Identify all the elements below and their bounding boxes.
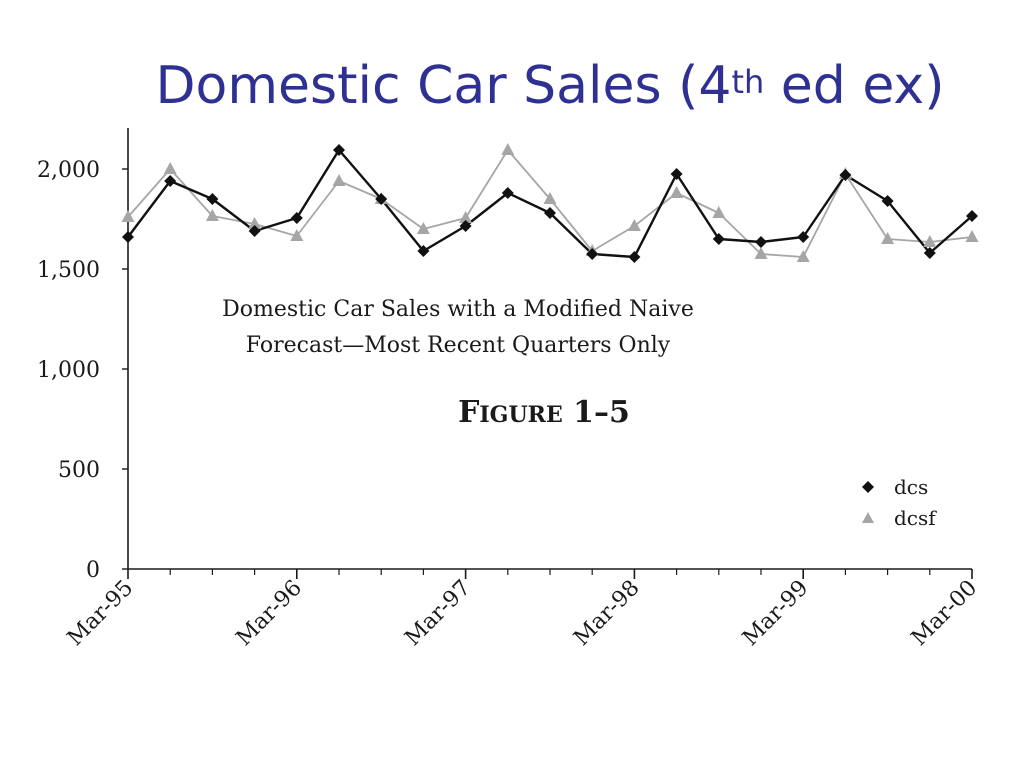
x-tick-label: Mar-99	[738, 576, 813, 651]
x-axis: Mar-95 Mar-96 Mar-97 Mar-98 Mar-99 Mar-00	[63, 568, 982, 651]
data-point-dcs	[755, 236, 767, 248]
y-axis: 0 500 1,000 1,500 2,000	[37, 128, 129, 583]
data-point-dcs	[122, 231, 134, 243]
data-point-dcsf	[163, 162, 177, 174]
data-point-dcs	[839, 169, 852, 181]
y-tick-label: 500	[58, 458, 100, 483]
data-point-dcs	[670, 168, 683, 180]
figure-label-f: F	[458, 395, 479, 430]
figure-label-number: 1–5	[563, 395, 630, 430]
data-point-dcsf	[501, 143, 515, 155]
chart-caption-line-2: Forecast—Most Recent Quarters Only	[246, 333, 671, 358]
data-point-dcsf	[543, 192, 557, 204]
data-point-dcs	[417, 245, 430, 257]
data-point-dcs	[966, 210, 978, 222]
legend-dcsf-marker	[862, 512, 874, 523]
data-point-dcsf	[754, 247, 768, 259]
data-point-dcsf	[881, 232, 895, 244]
data-point-dcsf	[923, 235, 937, 247]
data-point-dcsf	[627, 219, 641, 231]
y-tick-label: 1,500	[37, 258, 100, 283]
data-point-dcs	[797, 231, 810, 243]
data-point-dcsf	[712, 206, 726, 218]
x-tick-label: Mar-97	[400, 576, 475, 651]
data-point-dcs	[375, 193, 388, 205]
data-point-dcsf	[965, 230, 979, 242]
data-point-dcs	[206, 193, 219, 205]
legend-dcs-label: dcs	[894, 475, 928, 499]
slide-title: Domestic Car Sales (4th ed ex)	[0, 46, 1024, 126]
y-tick-label: 1,000	[37, 358, 100, 383]
data-point-dcs	[628, 251, 641, 263]
data-point-dcsf	[248, 217, 262, 229]
x-tick-label: Mar-96	[232, 576, 307, 651]
x-tick-label: Mar-98	[569, 576, 644, 651]
data-point-dcsf	[121, 210, 135, 222]
figure-label-igure: IGURE	[479, 402, 562, 428]
y-tick-label: 0	[86, 558, 100, 583]
slide-title-superscript: th	[731, 63, 765, 101]
data-point-dcs	[164, 175, 177, 187]
data-point-dcsf	[416, 222, 430, 234]
data-point-dcs	[501, 187, 514, 199]
legend-dcsf-label: dcsf	[894, 506, 937, 530]
legend: dcs dcsf	[862, 475, 937, 530]
data-point-dcs	[586, 248, 599, 260]
data-point-dcsf	[205, 209, 219, 221]
figure-label: FIGURE 1–5	[458, 395, 630, 430]
data-point-dcsf	[290, 229, 304, 241]
slide-title-main: Domestic Car Sales (4	[155, 56, 732, 116]
series-markers	[121, 143, 979, 263]
data-point-dcs	[459, 220, 472, 232]
data-point-dcs	[712, 233, 725, 245]
data-point-dcs	[923, 247, 936, 259]
y-tick-label: 2,000	[37, 158, 100, 183]
slide-title-end: ed ex)	[764, 56, 945, 116]
data-point-dcs	[544, 207, 556, 219]
x-tick-label: Mar-00	[907, 576, 982, 651]
data-point-dcs	[881, 195, 894, 207]
data-point-dcsf	[459, 211, 473, 223]
data-point-dcs	[248, 225, 261, 237]
data-point-dcsf	[332, 174, 346, 186]
legend-dcs-marker	[862, 481, 874, 493]
data-point-dcs	[333, 144, 345, 156]
data-point-dcs	[290, 212, 303, 224]
data-point-dcsf	[670, 186, 684, 198]
data-point-dcsf	[796, 250, 810, 262]
chart-caption-line-1: Domestic Car Sales with a Modified Naive	[222, 297, 694, 322]
x-tick-label: Mar-95	[63, 576, 138, 651]
